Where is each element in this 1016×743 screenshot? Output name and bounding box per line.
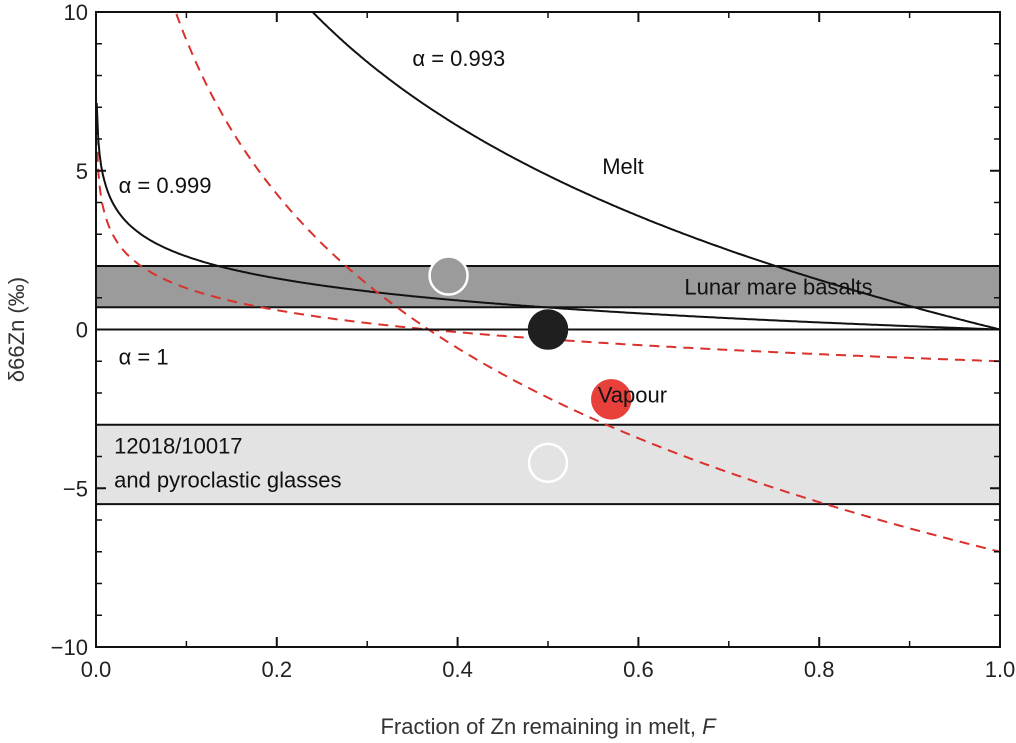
y-tick-label-2: 0: [76, 318, 88, 343]
band-label-mare-basalts: Lunar mare basalts: [684, 275, 872, 300]
x-tick-label-2: 0.4: [442, 657, 473, 682]
x-tick-label-5: 1.0: [985, 657, 1016, 682]
data-point-2: [591, 379, 632, 420]
series-line-3: [174, 12, 1000, 553]
x-tick-label-4: 0.8: [804, 657, 835, 682]
annotation-0: α = 0.993: [412, 46, 505, 71]
annotation-4: Vapour: [598, 383, 667, 408]
x-tick-label-0: 0.0: [81, 657, 112, 682]
x-tick-label-3: 0.6: [623, 657, 654, 682]
data-point-3: [527, 442, 569, 484]
data-point-1: [527, 309, 569, 350]
annotations-layer: Lunar mare basalts 12018/10017 and pyrocla…: [114, 46, 873, 492]
band-label-glasses-line-1: and pyroclastic glasses: [114, 467, 341, 492]
points-layer: [428, 255, 632, 484]
y-axis-title: δ66Zn (‰): [4, 277, 29, 382]
y-tick-label-3: 5: [76, 159, 88, 184]
data-point-0: [428, 255, 469, 296]
series-line-0: [311, 12, 1000, 331]
annotation-3: Melt: [602, 154, 644, 179]
annotation-1: α = 0.999: [119, 173, 212, 198]
x-tick-label-1: 0.2: [262, 657, 293, 682]
ticks-layer: 0.0 0.2 0.4 0.6 0.8 1.0 −10 −5 0 5 10: [51, 0, 1016, 682]
x-axis-title: Fraction of Zn remaining in melt, F: [380, 714, 717, 739]
series-line-1: [96, 103, 1000, 331]
band-label-glasses-line-0: 12018/10017: [114, 433, 242, 458]
annotation-2: α = 1: [119, 344, 169, 369]
y-tick-label-4: 10: [64, 0, 88, 25]
y-tick-label-0: −10: [51, 635, 88, 660]
y-tick-label-1: −5: [63, 476, 88, 501]
